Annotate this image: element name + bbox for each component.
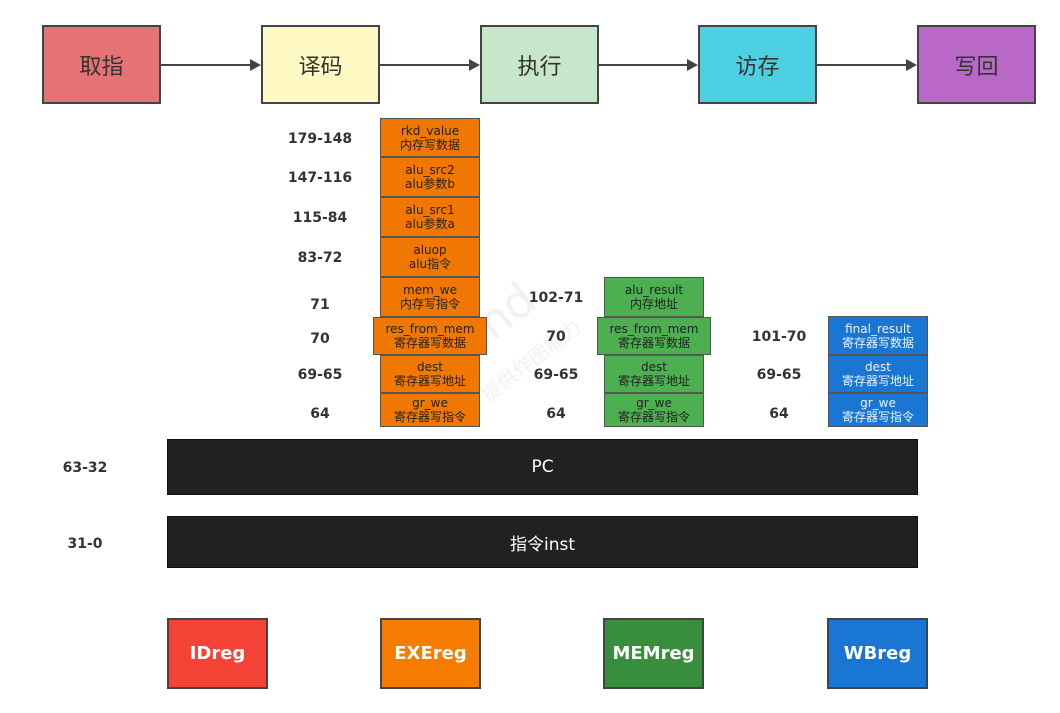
field-name: gr_we xyxy=(860,396,896,410)
field-desc: 寄存器写数据 xyxy=(617,336,690,350)
field-name: alu_src1 xyxy=(405,203,455,217)
field-aluop: aluop alu指令 xyxy=(380,237,480,277)
arrow-execute-memory xyxy=(599,59,698,71)
bit-range-label: 69-65 xyxy=(297,367,343,383)
field-dest: dest 寄存器写地址 xyxy=(380,355,480,393)
bit-range-label: 102-71 xyxy=(528,290,584,306)
arrow-decode-execute xyxy=(380,59,480,71)
field-desc: 寄存器写指令 xyxy=(393,410,466,424)
field-name: dest xyxy=(641,360,667,374)
stage-decode: 译码 xyxy=(261,25,380,104)
field-name: gr_we xyxy=(412,396,448,410)
bit-range-label: 147-116 xyxy=(287,170,353,186)
field-gr-we: gr_we 寄存器写指令 xyxy=(828,393,928,427)
field-desc: 寄存器写地址 xyxy=(617,374,690,388)
stage-writeback: 写回 xyxy=(917,25,1036,104)
stage-memory: 访存 xyxy=(698,25,817,104)
bit-range-label: 71 xyxy=(310,297,330,313)
watermark-sub: 提供作图能力 xyxy=(476,314,586,408)
bit-range-label: 69-65 xyxy=(533,367,579,383)
field-desc: 寄存器写数据 xyxy=(841,335,914,350)
field-desc: 寄存器写指令 xyxy=(841,410,914,424)
field-mem-we: mem_we 内存写指令 xyxy=(380,277,480,317)
field-name: dest xyxy=(417,360,443,374)
arrow-memory-writeback xyxy=(817,59,917,71)
field-desc: 寄存器写数据 xyxy=(393,336,466,350)
bit-range-label: 64 xyxy=(546,406,566,422)
stage-execute: 执行 xyxy=(480,25,599,104)
field-alu-result: alu_result 内存地址 xyxy=(604,277,704,317)
field-desc: 内存写数据 xyxy=(399,137,460,152)
field-alu-src1: alu_src1 alu参数a xyxy=(380,197,480,237)
bit-range-label: 101-70 xyxy=(751,329,807,345)
field-name: res_from_mem xyxy=(385,322,475,336)
bit-range-label: 64 xyxy=(310,406,330,422)
memreg-box: MEMreg xyxy=(603,618,704,689)
field-name: gr_we xyxy=(636,396,672,410)
field-dest: dest 寄存器写地址 xyxy=(604,355,704,393)
field-alu-src2: alu_src2 alu参数b xyxy=(380,157,480,197)
bit-range-label: 83-72 xyxy=(297,250,343,266)
bit-range-label: 179-148 xyxy=(287,131,353,147)
field-desc: 寄存器写指令 xyxy=(617,410,690,424)
bit-range-label: 115-84 xyxy=(292,210,348,226)
wbreg-box: WBreg xyxy=(827,618,928,689)
field-name: alu_src2 xyxy=(405,163,455,177)
field-name: rkd_value xyxy=(400,123,460,138)
field-name: alu_result xyxy=(624,283,684,297)
exereg-box: EXEreg xyxy=(380,618,481,689)
pc-bar: PC xyxy=(167,439,918,495)
inst-bar: 指令inst xyxy=(167,516,918,568)
field-name: res_from_mem xyxy=(609,322,699,336)
field-rkd-value: rkd_value 内存写数据 xyxy=(380,118,480,157)
arrow-fetch-decode xyxy=(161,59,261,71)
field-desc: alu参数b xyxy=(405,177,455,191)
field-gr-we: gr_we 寄存器写指令 xyxy=(380,393,480,427)
bit-range-label: 70 xyxy=(546,329,566,345)
field-dest: dest 寄存器写地址 xyxy=(828,355,928,393)
field-desc: 内存写指令 xyxy=(399,297,460,311)
field-gr-we: gr_we 寄存器写指令 xyxy=(604,393,704,427)
bit-range-label: 64 xyxy=(769,406,789,422)
field-name: mem_we xyxy=(403,283,457,297)
bit-range-label: 31-0 xyxy=(67,536,103,552)
field-desc: 寄存器写地址 xyxy=(841,374,914,388)
field-res-from-mem: res_from_mem 寄存器写数据 xyxy=(597,317,711,355)
stage-fetch: 取指 xyxy=(42,25,161,104)
bit-range-label: 69-65 xyxy=(756,367,802,383)
field-desc: 内存地址 xyxy=(629,297,678,311)
field-final-result: final_result 寄存器写数据 xyxy=(828,316,928,355)
idreg-box: IDreg xyxy=(167,618,268,689)
bit-range-label: 70 xyxy=(310,331,330,347)
field-res-from-mem: res_from_mem 寄存器写数据 xyxy=(373,317,487,355)
field-name: final_result xyxy=(845,321,911,336)
field-desc: alu参数a xyxy=(405,217,455,231)
field-name: aluop xyxy=(413,243,447,257)
field-name: dest xyxy=(865,360,891,374)
field-desc: alu指令 xyxy=(408,257,452,271)
bit-range-label: 63-32 xyxy=(62,460,108,476)
field-desc: 寄存器写地址 xyxy=(393,374,466,388)
